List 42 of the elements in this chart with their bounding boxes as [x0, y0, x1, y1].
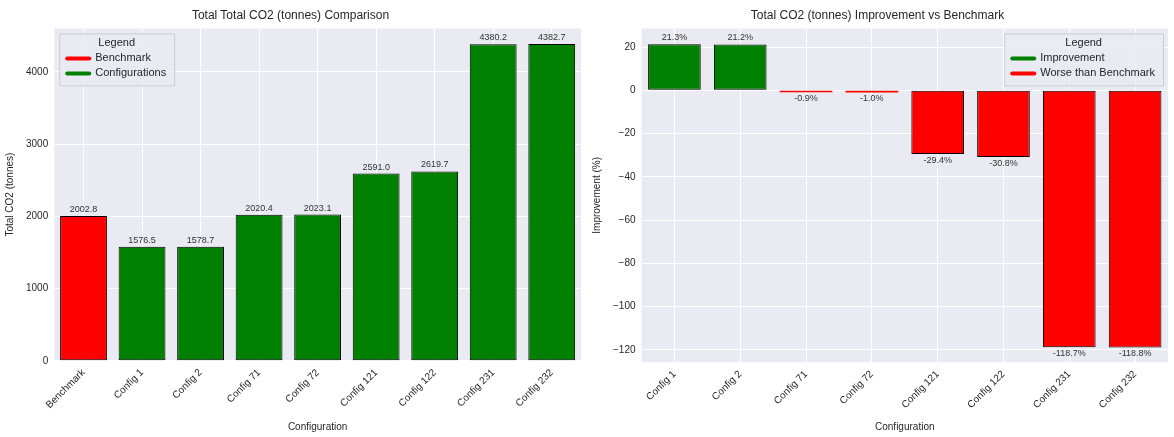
y-tick-label: −20: [618, 127, 636, 139]
y-tick-label: −40: [618, 170, 636, 182]
data-label: 2619.7: [420, 159, 449, 170]
legend-label: Benchmark: [95, 51, 152, 64]
y-tick-label: 4000: [26, 65, 49, 77]
legend-label: Configurations: [95, 66, 167, 79]
data-label: 4380.2: [479, 32, 507, 43]
data-label: -0.9%: [794, 93, 818, 104]
legend-title: Legend: [1065, 36, 1102, 49]
y-tick-label: 3000: [26, 137, 49, 149]
data-label: 4382.7: [537, 32, 566, 43]
legend-label: Improvement: [1040, 51, 1105, 64]
chart-title: Total CO2 (tonnes) Improvement vs Benchmark: [750, 7, 1006, 22]
x-axis-title: Configuration: [875, 420, 935, 432]
data-label: 2002.8: [69, 204, 98, 215]
y-tick-label: 0: [629, 84, 636, 96]
data-label: 21.3%: [661, 32, 688, 43]
y-tick-label: −100: [612, 300, 636, 312]
y-tick-label: 1000: [26, 282, 49, 294]
data-label: -1.0%: [860, 93, 884, 104]
y-tick-label: 20: [624, 40, 636, 52]
legend-label: Worse than Benchmark: [1040, 66, 1156, 79]
data-label: 1576.5: [128, 234, 156, 245]
x-axis-title: Configuration: [287, 420, 348, 432]
y-tick-label: −80: [618, 257, 636, 269]
data-label: 2023.1: [303, 202, 332, 213]
y-axis-title: Total CO2 (tonnes): [3, 152, 15, 237]
data-label: 2020.4: [245, 202, 273, 213]
y-tick-label: −120: [612, 343, 636, 355]
data-label: 2591.0: [362, 161, 390, 172]
data-label: -118.8%: [1118, 348, 1152, 359]
data-label: -118.7%: [1052, 348, 1086, 359]
y-axis-title: Improvement (%): [590, 157, 602, 234]
data-label: 1578.7: [186, 234, 215, 245]
y-tick-label: −60: [618, 213, 636, 225]
y-tick-label: 0: [42, 354, 49, 366]
data-label: -29.4%: [923, 154, 952, 165]
chart-title: Total Total CO2 (tonnes) Comparison: [191, 7, 390, 22]
y-tick-label: 2000: [26, 210, 49, 221]
data-label: 21.2%: [727, 32, 753, 43]
legend-title: Legend: [98, 36, 136, 49]
data-label: -30.8%: [989, 157, 1018, 168]
